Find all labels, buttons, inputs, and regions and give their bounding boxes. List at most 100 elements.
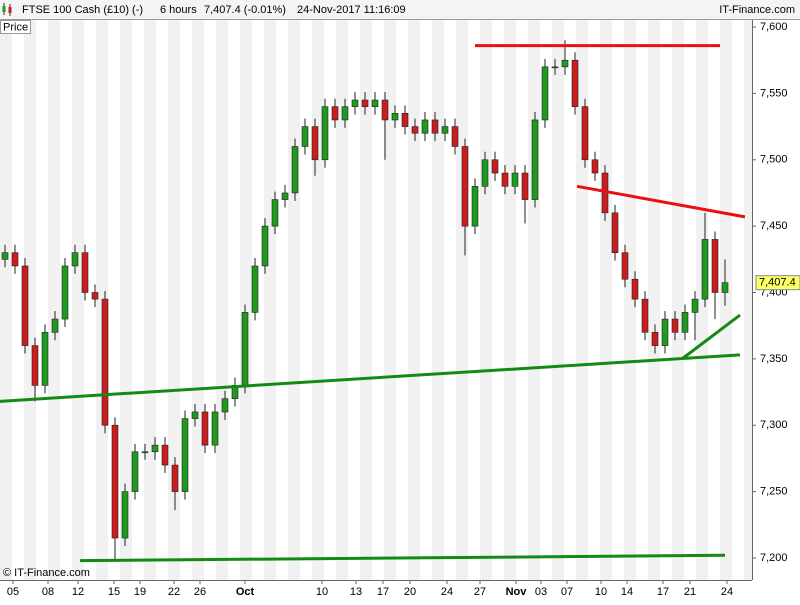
candle-body [171,464,179,492]
candle-body [161,444,169,466]
x-tick-label: 10 [316,586,328,598]
last-price-label: 7,407.4 [759,277,796,289]
candle-body [681,312,689,333]
candle-body [381,99,389,121]
candle-body [661,318,669,346]
candle-body [351,99,359,107]
x-tick-label: 27 [474,586,486,598]
trend-line [681,313,741,361]
y-tick-label: 7,550 [760,87,788,99]
candle-body [391,113,399,121]
candle-body [11,252,19,267]
x-tick-label: 17 [657,586,669,598]
candle-body [371,99,379,107]
candle-body [441,126,449,134]
y-tick-label: 7,350 [760,353,788,365]
candle-body [461,146,469,227]
x-tick-label: 08 [42,586,54,598]
candle-body [361,99,369,107]
x-tick-label: 12 [72,586,84,598]
x-tick-label: 24 [721,586,733,598]
candle-body [81,252,89,293]
candle-body [241,312,249,386]
brand: IT-Finance.com [719,4,795,16]
candle-body [271,199,279,227]
candle-body [591,159,599,174]
candle-body [701,239,709,300]
x-tick-label: 22 [168,586,180,598]
quote: 7,407.4 (-0.01%) [204,4,286,16]
candle-body [521,172,529,200]
candle-body [341,106,349,121]
x-tick-label: 07 [561,586,573,598]
candle-body [571,59,579,107]
candle-body [201,411,209,446]
candle-body [41,332,49,386]
x-tick-label: 20 [404,586,416,598]
x-tick-label: 14 [621,586,633,598]
x-tick-label: 17 [377,586,389,598]
candle-body [481,159,489,187]
last-price-box [755,275,800,291]
candle-body [251,265,259,313]
candle-body [711,239,719,293]
timestamp: 24-Nov-2017 11:16:09 [297,4,406,16]
x-tick-label: Nov [506,586,528,598]
candle-body [151,444,159,453]
trend-line [0,353,741,403]
candle-body [431,119,439,134]
candle-body [531,119,539,200]
x-tick-label: 15 [108,586,120,598]
x-tick-label: 24 [441,586,453,598]
header-bar [0,0,800,19]
candle-body [1,252,9,260]
copyright: © IT-Finance.com [3,567,90,579]
candle-body [491,159,499,174]
trend-line [79,553,726,563]
candle-body [561,59,569,68]
x-tick-label: 13 [350,586,362,598]
candle-body [401,113,409,127]
candle-body [21,265,29,346]
candle-body [61,265,69,320]
x-tick-label: 21 [684,586,696,598]
candle-body [211,411,219,446]
candle-body [621,252,629,280]
panel-label-box [0,20,31,34]
candle-body [121,491,129,539]
y-tick-label: 7,450 [760,220,788,232]
instrument: FTSE 100 Cash (£10) (-) [22,4,143,16]
y-tick-label: 7,300 [760,419,788,431]
candle-body [671,318,679,333]
candle-body [91,292,99,300]
candle-body [111,424,119,539]
candle-body [191,411,199,419]
candle-body [101,298,109,426]
x-tick-label: 19 [134,586,146,598]
candle-body [181,418,189,492]
candle-body [261,225,269,267]
candle-body [451,126,459,147]
candle-body [31,345,39,386]
candle-body [221,398,229,413]
candle-body [291,146,299,194]
candle-body [581,106,589,161]
candle-body [301,126,309,147]
trend-line [576,184,746,219]
candle-body [51,318,59,333]
candle-body [411,126,419,134]
plot [0,40,746,563]
y-tick-label: 7,500 [760,154,788,166]
candle-body [501,172,509,187]
candle-body [551,66,559,69]
candle-body [421,119,429,134]
candle-body [331,106,339,121]
candle-body [141,451,149,454]
candle-body [631,278,639,300]
candle-body [71,252,79,267]
candle-body [691,298,699,313]
candle-body [131,451,139,492]
candle-body [321,106,329,161]
